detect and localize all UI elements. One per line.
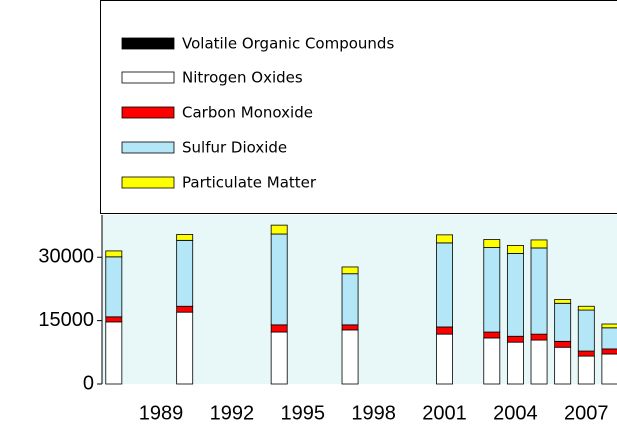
bar-segment	[436, 333, 453, 385]
legend-label: Particulate Matter	[182, 174, 317, 192]
legend-label: Sulfur Dioxide	[182, 139, 287, 157]
bar-segment	[341, 266, 359, 275]
bar-segment	[341, 329, 359, 385]
bar-segment	[506, 253, 524, 337]
legend-label: Volatile Organic Compounds	[182, 35, 394, 53]
x-tick-label: 2004	[493, 402, 538, 424]
bar-segment	[530, 333, 548, 341]
bar-segment	[577, 355, 595, 385]
legend-swatch	[121, 106, 175, 119]
bar-segment	[530, 247, 548, 335]
legend-swatch	[121, 71, 175, 84]
bar-segment	[601, 323, 617, 329]
bar-segment	[483, 247, 501, 333]
bar-segment	[483, 337, 501, 385]
bar-segment	[601, 353, 617, 385]
bar-segment	[577, 309, 595, 352]
legend-swatch	[121, 141, 175, 154]
bar-segment	[436, 242, 453, 328]
legend-swatch	[121, 37, 175, 50]
y-tick-label: 0	[83, 372, 94, 394]
bar-segment	[176, 311, 194, 385]
bar-segment	[483, 331, 501, 339]
y-tick-label: 15000	[38, 309, 94, 331]
bar-segment	[341, 273, 359, 326]
bar-segment	[554, 340, 572, 348]
bar-segment	[341, 324, 359, 331]
bar-segment	[436, 326, 453, 335]
bar-segment	[270, 224, 288, 235]
bar-segment	[483, 239, 501, 248]
bar-segment	[554, 302, 572, 342]
bar-segment	[601, 348, 617, 355]
bar-segment	[270, 331, 288, 385]
x-tick-label: 1992	[210, 402, 255, 424]
y-tick-label: 30000	[38, 246, 94, 268]
x-tick-label: 2001	[422, 402, 467, 424]
x-tick-label: 1998	[351, 402, 396, 424]
bar-segment	[506, 245, 524, 254]
bar-segment	[577, 305, 595, 311]
legend-box	[100, 0, 617, 214]
bar-segment	[105, 250, 123, 258]
x-tick-label: 1995	[281, 402, 326, 424]
bar-segment	[601, 327, 617, 350]
legend-label: Carbon Monoxide	[182, 104, 313, 122]
legend-swatch	[121, 176, 175, 189]
bar-segment	[554, 299, 572, 304]
bar-segment	[105, 321, 123, 385]
bar-segment	[176, 234, 194, 241]
bar-segment	[577, 350, 595, 357]
bar-segment	[506, 335, 524, 343]
bar-segment	[176, 305, 194, 313]
x-tick-label: 2007	[564, 402, 609, 424]
bar-segment	[530, 239, 548, 249]
bar-segment	[176, 239, 194, 307]
bar-segment	[105, 316, 123, 323]
bar-segment	[506, 341, 524, 385]
bar-segment	[105, 256, 123, 318]
legend-label: Nitrogen Oxides	[182, 69, 303, 87]
x-tick-label: 1989	[139, 402, 184, 424]
bar-segment	[554, 346, 572, 385]
bar-segment	[530, 339, 548, 385]
bar-segment	[436, 234, 453, 244]
bar-segment	[270, 233, 288, 326]
bar-segment	[270, 324, 288, 333]
